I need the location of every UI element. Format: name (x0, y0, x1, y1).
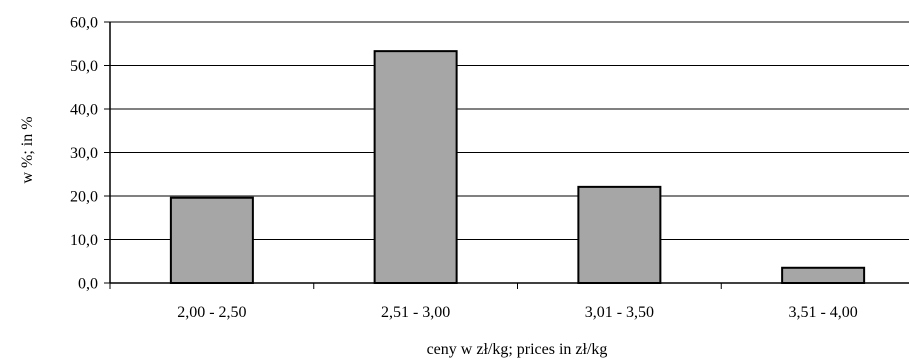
bar (169, 196, 254, 285)
bar (373, 50, 458, 284)
x-axis-label: ceny w zł/kg; prices in zł/kg (427, 341, 608, 358)
y-tick-label: 30,0 (70, 145, 98, 162)
x-tick-label: 3,51 - 4,00 (788, 304, 857, 321)
x-tick-labels: 2,00 - 2,50 2,51 - 3,00 3,01 - 3,50 3,51 - … (177, 304, 858, 321)
bars (169, 50, 866, 285)
y-tick-label: 0,0 (78, 276, 98, 293)
y-tick-label: 50,0 (70, 58, 98, 75)
bar (781, 266, 866, 284)
y-tick-label: 20,0 (70, 189, 98, 206)
bar (577, 185, 662, 285)
axes (104, 21, 909, 289)
y-tick-label: 10,0 (70, 232, 98, 249)
gridlines (110, 21, 909, 240)
y-tick-labels: 0,0 10,0 20,0 30,0 40,0 50,0 60,0 (70, 15, 98, 293)
y-axis-label: w %; in % (19, 116, 36, 183)
x-tick-label: 3,01 - 3,50 (585, 304, 654, 321)
y-tick-label: 40,0 (70, 102, 98, 119)
x-tick-label: 2,51 - 3,00 (381, 304, 450, 321)
x-tick-label: 2,00 - 2,50 (177, 304, 246, 321)
y-tick-label: 60,0 (70, 15, 98, 32)
